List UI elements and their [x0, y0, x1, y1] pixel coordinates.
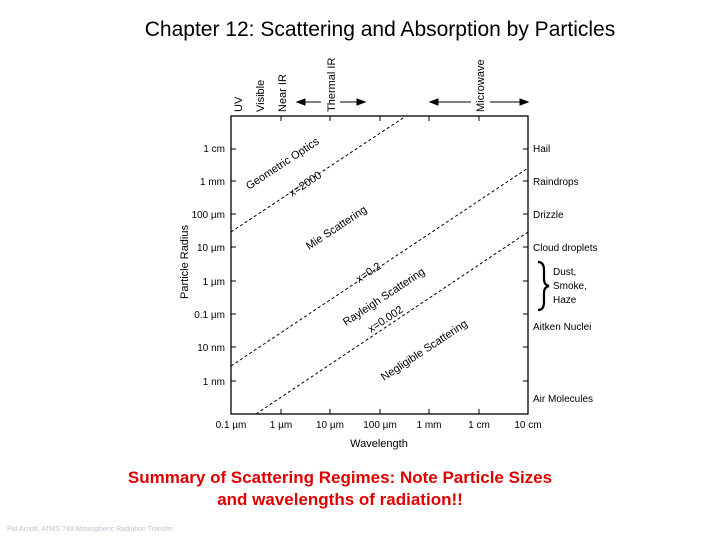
- regime-label-negligible-scattering: Negligible Scattering: [379, 318, 470, 384]
- footer-credit: Pat Arnott, ATMS 749 Atmospheric Radiati…: [7, 526, 174, 533]
- particle-label-air-molecules: Air Molecules: [533, 394, 593, 405]
- y-tick-label: 1 cm: [203, 144, 225, 155]
- caption: Summary of Scattering Regimes: Note Part…: [0, 467, 680, 511]
- caption-line-2: and wavelengths of radiation!!: [217, 490, 463, 509]
- slide-title: Chapter 12: Scattering and Absorption by…: [144, 18, 616, 41]
- arrowhead-icon: [295, 98, 306, 106]
- band-label-thermal-ir: Thermal IR: [326, 58, 338, 112]
- boundary-line-x-0-2: [231, 167, 528, 367]
- x-tick-label: 100 µm: [363, 420, 397, 431]
- particle-label-dust: Dust,: [553, 267, 576, 278]
- curly-brace-icon: [537, 260, 550, 312]
- arrowhead-icon: [428, 98, 439, 106]
- y-tick-label: 0.1 µm: [194, 310, 225, 321]
- band-label-visible: Visible: [255, 80, 267, 112]
- band-label-microwave: Microwave: [475, 59, 487, 112]
- y-tick-label: 1 µm: [203, 277, 225, 288]
- caption-line-1: Summary of Scattering Regimes: Note Part…: [127, 468, 553, 487]
- x-axis-label: Wavelength: [350, 438, 408, 450]
- y-tick-label: 100 µm: [191, 210, 225, 221]
- x-tick-label: 10 cm: [514, 420, 541, 431]
- y-tick-label: 10 µm: [197, 243, 225, 254]
- band-label-uv: UV: [233, 96, 245, 112]
- x-tick-label: 0.1 µm: [216, 420, 247, 431]
- line-label-x-2000: x=2000: [287, 169, 324, 199]
- line-label-x-0-2: x=0.2: [354, 260, 383, 285]
- band-label-near-ir: Near IR: [277, 74, 289, 112]
- particle-label-smoke: Smoke,: [553, 281, 587, 292]
- x-tick-label: 1 µm: [270, 420, 292, 431]
- y-tick-label: 1 nm: [203, 377, 225, 388]
- x-tick-label: 1 mm: [417, 420, 442, 431]
- particle-label-cloud-droplets: Cloud droplets: [533, 243, 597, 254]
- x-tick-label: 1 cm: [468, 420, 490, 431]
- particle-label-raindrops: Raindrops: [533, 177, 579, 188]
- particle-label-aitken-nuclei: Aitken Nuclei: [533, 322, 591, 333]
- arrowhead-icon: [356, 98, 367, 106]
- regime-label-mie-scattering: Mie Scattering: [304, 204, 369, 253]
- boundary-line-x-2000: [231, 116, 407, 233]
- x-tick-label: 10 µm: [316, 420, 344, 431]
- particle-label-hail: Hail: [533, 144, 550, 155]
- y-tick-label: 10 nm: [197, 343, 225, 354]
- y-tick-label: 1 mm: [200, 177, 225, 188]
- boundary-line-x-0-002: [255, 231, 528, 414]
- arrowhead-icon: [519, 98, 530, 106]
- particle-label-drizzle: Drizzle: [533, 210, 564, 221]
- y-axis-label: Particle Radius: [179, 225, 191, 299]
- particle-label-haze: Haze: [553, 295, 577, 306]
